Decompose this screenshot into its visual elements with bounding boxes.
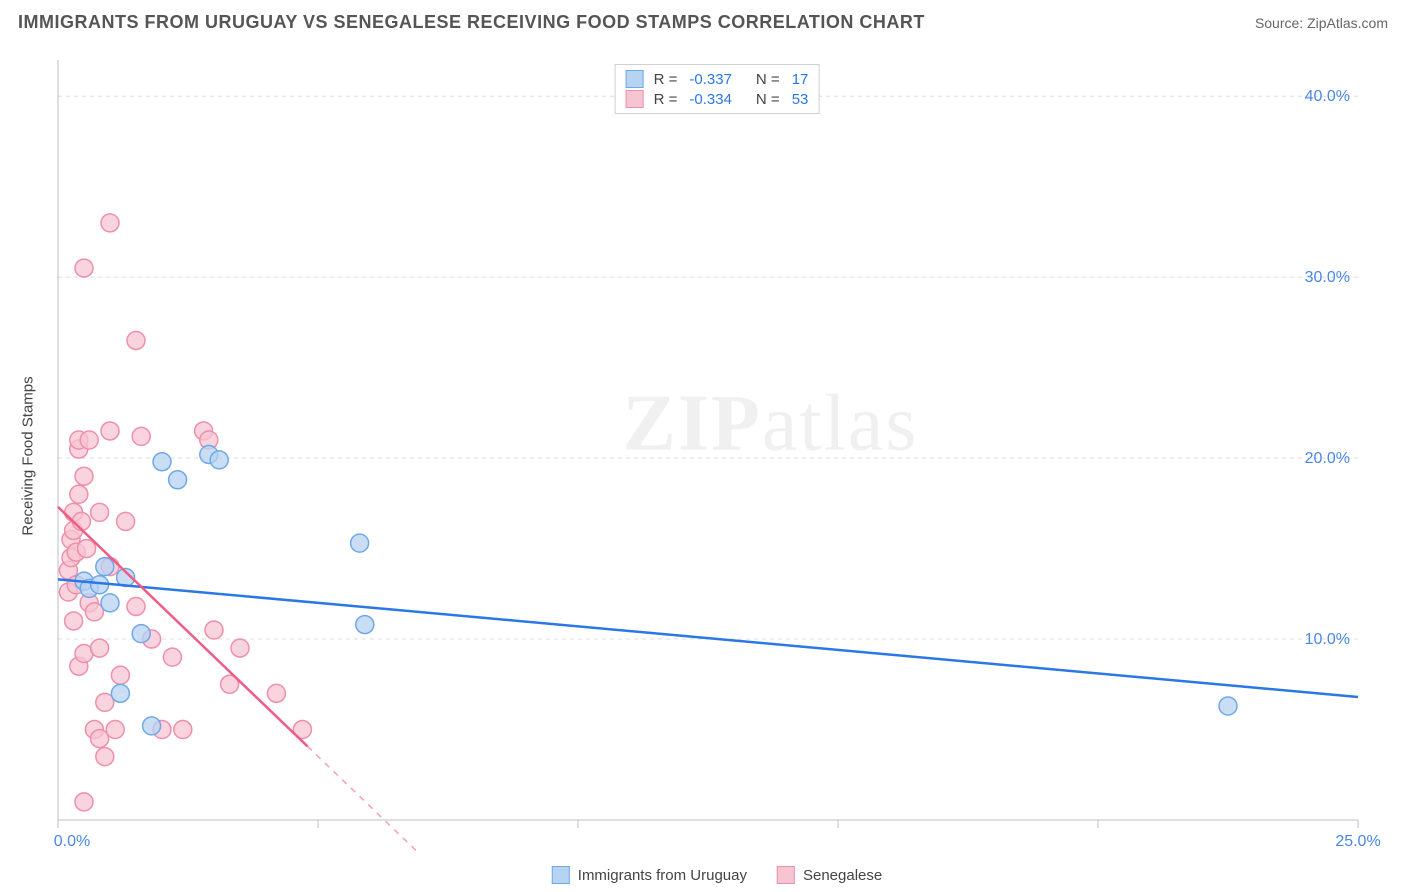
scatter-chart: 10.0% 20.0% 30.0% 40.0% 0.0% 25.0% [48, 60, 1386, 852]
legend-swatch [626, 70, 644, 88]
legend-stat-row: R =-0.334N =53 [626, 89, 809, 109]
legend-item: Immigrants from Uruguay [552, 866, 747, 884]
svg-text:30.0%: 30.0% [1305, 269, 1350, 286]
chart-title: IMMIGRANTS FROM URUGUAY VS SENEGALESE RE… [18, 12, 925, 33]
source-label: Source: ZipAtlas.com [1255, 15, 1388, 31]
svg-text:0.0%: 0.0% [54, 833, 90, 850]
legend-stats: R =-0.337N =17R =-0.334N =53 [615, 64, 820, 114]
legend-item-label: Immigrants from Uruguay [578, 867, 747, 884]
legend-swatch [552, 866, 570, 884]
legend-series: Immigrants from Uruguay Senegalese [552, 866, 882, 884]
svg-text:40.0%: 40.0% [1305, 88, 1350, 105]
svg-text:10.0%: 10.0% [1305, 631, 1350, 648]
chart-area: Receiving Food Stamps 10.0%20.0%30.0%40.… [48, 60, 1386, 852]
legend-swatch [777, 866, 795, 884]
source-link[interactable]: ZipAtlas.com [1307, 15, 1388, 31]
svg-text:20.0%: 20.0% [1305, 450, 1350, 467]
svg-text:25.0%: 25.0% [1335, 833, 1380, 850]
legend-swatch [626, 90, 644, 108]
legend-item-label: Senegalese [803, 867, 882, 884]
y-axis-label: Receiving Food Stamps [20, 376, 37, 535]
legend-item: Senegalese [777, 866, 882, 884]
legend-stat-row: R =-0.337N =17 [626, 69, 809, 89]
